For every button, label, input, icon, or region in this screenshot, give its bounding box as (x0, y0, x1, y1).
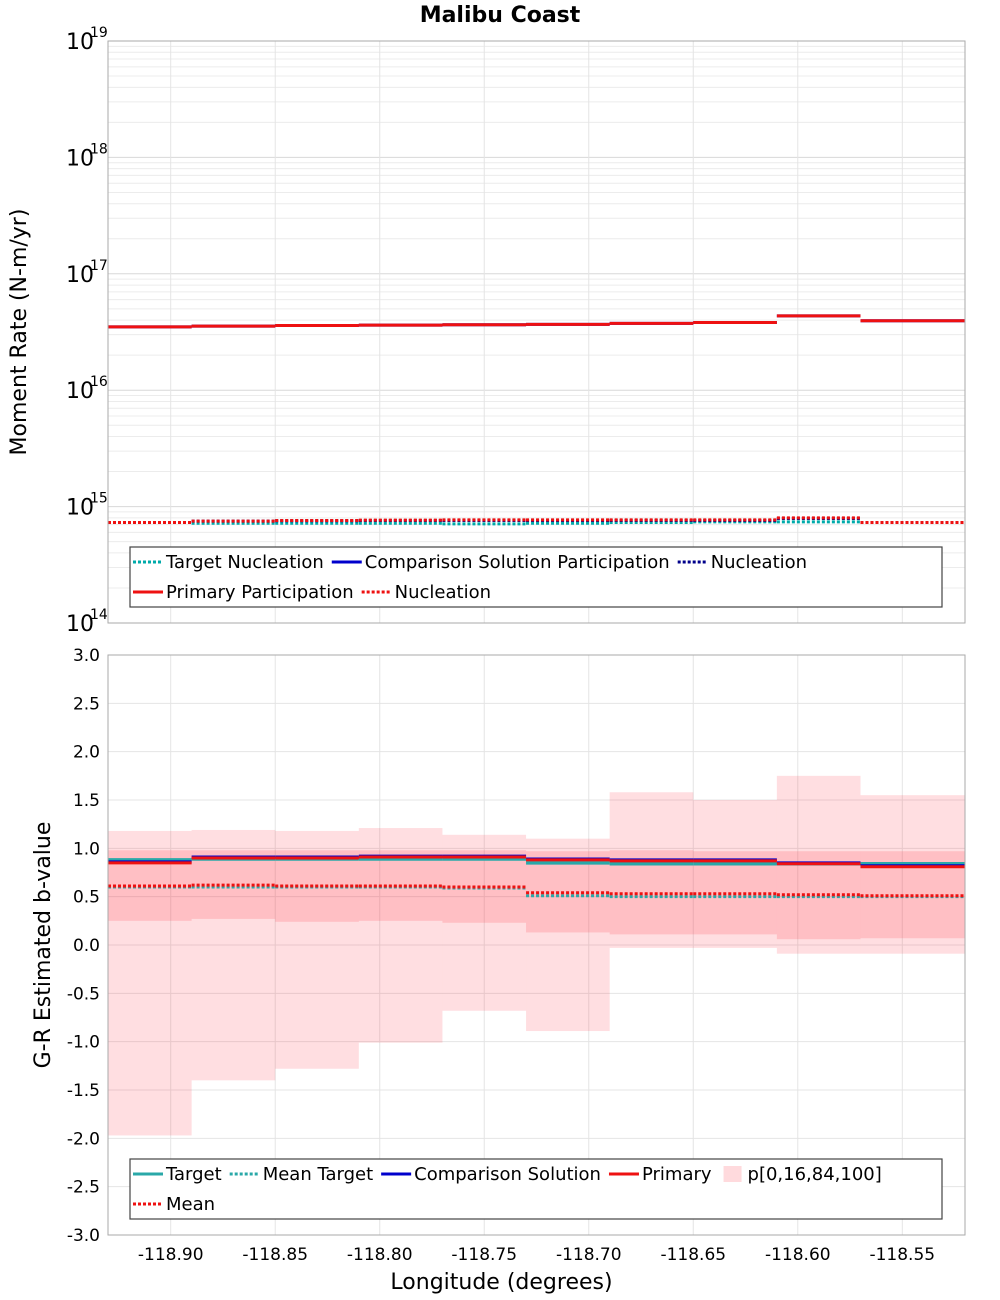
y-tick-label-exponent: 14 (90, 607, 108, 623)
y-tick-label-base: 10 (66, 612, 94, 637)
y-tick-label-base: 10 (66, 146, 94, 171)
legend-item-label: Mean Target (263, 1164, 373, 1185)
band-p0-p100 (275, 830, 359, 1069)
legend-item-swatch (723, 1166, 742, 1182)
y-tick-label-exponent: 19 (90, 25, 108, 41)
legend-item-label: Target Nucleation (165, 552, 324, 573)
x-tick-label: -118.90 (138, 1245, 204, 1265)
y-tick-label: -1.0 (67, 1033, 100, 1053)
y-tick-label: 2.0 (73, 743, 100, 763)
band-p0-p100 (860, 795, 965, 954)
y-tick-label: -2.5 (67, 1178, 100, 1198)
legend: Target Mean Target Comparison Solution Prim… (129, 1158, 943, 1220)
legend-item-label: p[0,16,84,100] (748, 1164, 882, 1185)
y-tick-label: 2.5 (73, 694, 100, 714)
y-tick-label: -3.0 (67, 1226, 100, 1246)
legend-item-label: Mean (166, 1194, 215, 1215)
x-tick-label: -118.85 (242, 1245, 308, 1265)
x-tick-label: -118.65 (660, 1245, 726, 1265)
legend-item-label: Comparison Solution (414, 1164, 601, 1185)
x-tick-label: -118.80 (347, 1245, 413, 1265)
y-tick-label: 3.0 (73, 646, 100, 666)
x-axis-label: Longitude (degrees) (390, 1270, 612, 1295)
plot-frame (107, 654, 966, 1236)
x-tick-label: -118.75 (451, 1245, 517, 1265)
band-p0-p100 (108, 830, 192, 1136)
legend-item-label: Nucleation (711, 552, 807, 573)
legend-item-label: Primary (642, 1164, 712, 1185)
y-tick-label-exponent: 17 (90, 258, 108, 274)
legend-box (129, 1158, 943, 1220)
band-p0-p100 (609, 792, 694, 948)
chart-title: Malibu Coast (420, 3, 581, 28)
x-tick-label: -118.60 (765, 1245, 831, 1265)
y-tick-label: -2.0 (67, 1129, 100, 1149)
plot-frame (107, 40, 966, 624)
x-tick-label: -118.70 (556, 1245, 622, 1265)
legend-box (129, 546, 943, 608)
band-p0-p100 (526, 838, 610, 1032)
y-tick-label-base: 10 (66, 263, 94, 288)
y-tick-label-exponent: 18 (90, 141, 108, 157)
legend: Target Nucleation Comparison Solution Par… (129, 546, 943, 608)
y-axis-label: G-R Estimated b-value (31, 822, 56, 1069)
band-p0-p100 (442, 834, 527, 1011)
y-tick-label-exponent: 16 (90, 374, 108, 390)
y-tick-label: 1.5 (73, 791, 100, 811)
y-axis-label: Moment Rate (N-m/yr) (7, 209, 32, 456)
y-tick-label: -1.5 (67, 1081, 100, 1101)
y-tick-label-exponent: 15 (90, 491, 108, 507)
b-value-chart: 3.0 2.5 2.0 1.5 1.0 0.5 0.0 -0.5 -1.0 -1.5 -2.0 -2.… (31, 646, 966, 1295)
y-tick-label: 0.0 (73, 936, 100, 956)
band-p0-p100 (358, 828, 443, 1043)
legend-item-label: Target (165, 1164, 222, 1185)
y-tick-label: 1.0 (73, 839, 100, 859)
y-tick-label-base: 10 (66, 379, 94, 404)
y-tick-label: 0.5 (73, 888, 100, 908)
y-tick-label: -0.5 (67, 984, 100, 1004)
y-tick-label-base: 10 (66, 30, 94, 55)
legend-item-label: Nucleation (395, 582, 491, 603)
plot-area (108, 41, 965, 623)
x-tick-label: -118.55 (869, 1245, 935, 1265)
y-tick-label-base: 10 (66, 496, 94, 521)
band-p0-p100 (693, 800, 777, 948)
band-p0-p100 (191, 829, 276, 1081)
legend-item-label: Primary Participation (166, 582, 354, 603)
legend-item-label: Comparison Solution Participation (365, 552, 670, 573)
